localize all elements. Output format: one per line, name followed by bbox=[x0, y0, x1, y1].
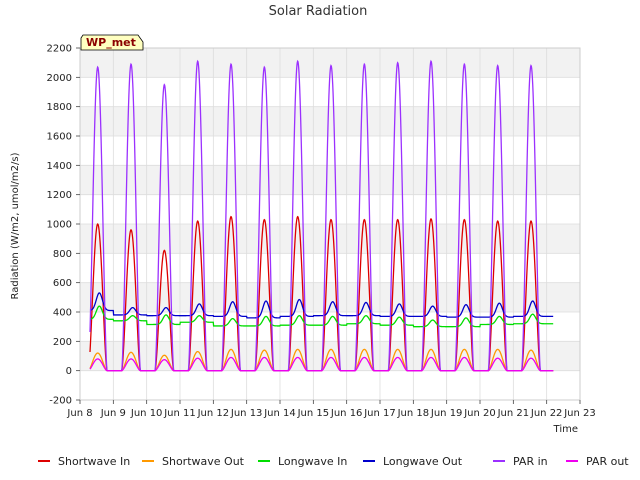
series-line-longwave-out bbox=[89, 292, 554, 319]
x-tick-label: Jun 11 bbox=[163, 408, 196, 419]
x-tick-label: Jun 22 bbox=[530, 408, 563, 419]
legend-entry: PAR in bbox=[513, 455, 548, 468]
x-tick-label: Jun 19 bbox=[430, 408, 463, 419]
x-tick-label: Jun 9 bbox=[100, 408, 126, 419]
y-tick-label: 1000 bbox=[47, 220, 72, 231]
y-tick-label: -200 bbox=[49, 396, 72, 407]
x-tick-label: Jun 21 bbox=[497, 408, 530, 419]
y-tick-label: 400 bbox=[53, 308, 72, 319]
y-tick-label: 1800 bbox=[47, 102, 72, 113]
legend-entry: PAR out bbox=[586, 455, 629, 468]
x-tick-label: Jun 13 bbox=[230, 408, 263, 419]
x-tick-label: Jun 23 bbox=[563, 408, 596, 419]
series-line-longwave-in bbox=[89, 305, 554, 328]
y-tick-label: 2200 bbox=[47, 44, 72, 55]
x-tick-label: Jun 10 bbox=[130, 408, 163, 419]
x-tick-label: Jun 20 bbox=[463, 408, 496, 419]
series-layer bbox=[89, 59, 554, 372]
x-axis-label: Time bbox=[553, 424, 578, 435]
legend-entry: Shortwave Out bbox=[162, 455, 245, 468]
x-tick-label: Jun 12 bbox=[197, 408, 230, 419]
x-tick-label: Jun 8 bbox=[66, 408, 92, 419]
legend-entry: Longwave In bbox=[278, 455, 347, 468]
y-tick-label: 1600 bbox=[47, 132, 72, 143]
station-label: WP_met bbox=[86, 36, 136, 49]
x-tick-label: Jun 16 bbox=[330, 408, 363, 419]
y-axis-label: Radiation (W/m2, umol/m2/s) bbox=[10, 152, 21, 299]
plot-background-bands bbox=[80, 48, 580, 371]
plot-band bbox=[80, 165, 580, 195]
x-tick-label: Jun 18 bbox=[397, 408, 430, 419]
y-tick-label: 800 bbox=[53, 249, 72, 260]
y-tick-label: 2000 bbox=[47, 73, 72, 84]
series-line-par-out bbox=[89, 356, 554, 372]
x-tick-label: Jun 14 bbox=[263, 408, 296, 419]
chart-title: Solar Radiation bbox=[269, 4, 368, 19]
y-axis-ticks: -200 0 200 400 600 800 1000 1200 1400 1600 1800 200… bbox=[47, 44, 80, 407]
y-tick-label: 600 bbox=[53, 278, 72, 289]
station-badge: WP_met bbox=[80, 34, 144, 51]
y-tick-label: 1200 bbox=[47, 190, 72, 201]
legend: Shortwave In Shortwave Out Longwave In Long… bbox=[38, 455, 629, 468]
y-tick-label: 200 bbox=[53, 337, 72, 348]
x-tick-label: Jun 15 bbox=[297, 408, 330, 419]
x-axis-ticks: Jun 8 Jun 9 Jun 10 Jun 11 Jun 12 Jun 13 Jun 14… bbox=[66, 400, 596, 419]
x-tick-label: Jun 17 bbox=[363, 408, 396, 419]
plot-band bbox=[80, 106, 580, 136]
legend-entry: Shortwave In bbox=[58, 455, 130, 468]
y-tick-label: 0 bbox=[66, 366, 72, 377]
legend-entry: Longwave Out bbox=[383, 455, 463, 468]
y-tick-label: 1400 bbox=[47, 161, 72, 172]
